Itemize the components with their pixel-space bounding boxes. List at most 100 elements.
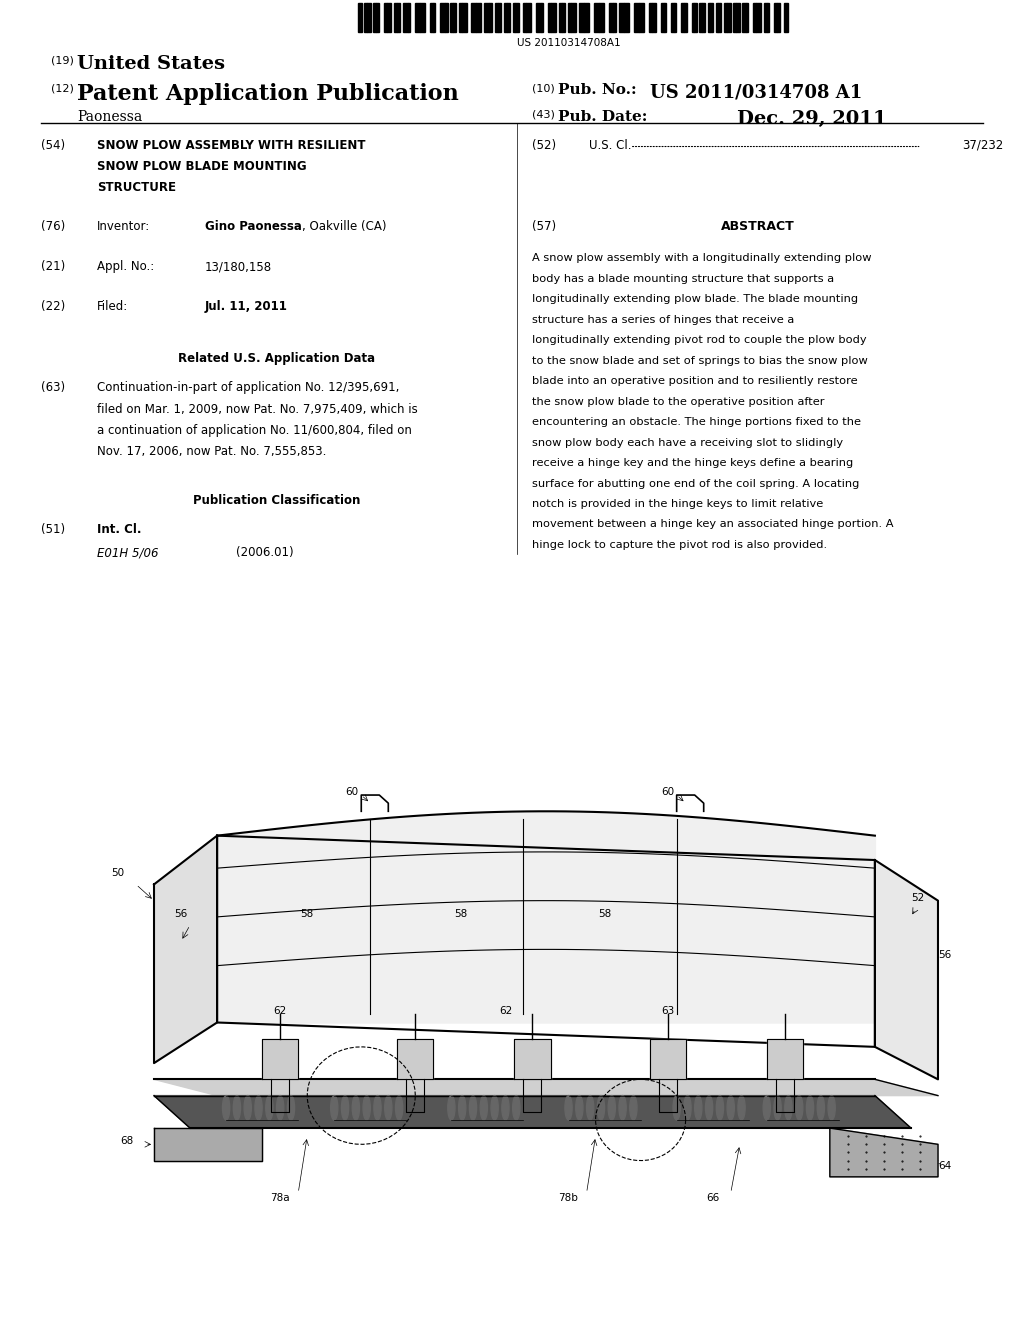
- Text: Appl. No.:: Appl. No.:: [97, 260, 155, 273]
- Ellipse shape: [587, 1096, 594, 1119]
- Text: encountering an obstacle. The hinge portions fixed to the: encountering an obstacle. The hinge port…: [532, 417, 861, 428]
- Bar: [594, 3, 599, 32]
- Text: 56: 56: [174, 909, 187, 919]
- Polygon shape: [154, 1096, 911, 1129]
- Text: (51): (51): [41, 523, 66, 536]
- Bar: [374, 3, 376, 32]
- Bar: [420, 3, 425, 32]
- Bar: [559, 3, 562, 32]
- Bar: [526, 3, 530, 32]
- Bar: [484, 3, 488, 32]
- Bar: [551, 3, 556, 32]
- Ellipse shape: [828, 1096, 836, 1119]
- Text: (52): (52): [532, 139, 557, 152]
- Text: 60: 60: [346, 787, 358, 797]
- Ellipse shape: [727, 1096, 734, 1119]
- Ellipse shape: [796, 1096, 803, 1119]
- Text: Dec. 29, 2011: Dec. 29, 2011: [737, 110, 887, 128]
- Text: blade into an operative position and to resiliently restore: blade into an operative position and to …: [532, 376, 858, 387]
- Ellipse shape: [738, 1096, 745, 1119]
- Bar: [408, 3, 411, 32]
- Text: 60: 60: [662, 787, 674, 797]
- Bar: [358, 3, 361, 32]
- Text: US 2011/0314708 A1: US 2011/0314708 A1: [650, 83, 862, 102]
- Text: E01H 5/06: E01H 5/06: [97, 546, 159, 560]
- Bar: [708, 3, 710, 32]
- Ellipse shape: [447, 1096, 455, 1119]
- Bar: [445, 3, 447, 32]
- Bar: [548, 3, 551, 32]
- Bar: [777, 3, 780, 32]
- Text: SNOW PLOW BLADE MOUNTING: SNOW PLOW BLADE MOUNTING: [97, 160, 307, 173]
- Text: US 20110314708A1: US 20110314708A1: [516, 38, 621, 49]
- Polygon shape: [397, 1039, 433, 1080]
- Bar: [536, 3, 541, 32]
- Ellipse shape: [817, 1096, 824, 1119]
- Bar: [579, 3, 584, 32]
- Bar: [433, 3, 435, 32]
- Bar: [599, 3, 603, 32]
- Bar: [365, 3, 368, 32]
- Text: 50: 50: [112, 869, 125, 878]
- Bar: [568, 3, 571, 32]
- Text: 62: 62: [499, 1006, 512, 1016]
- Ellipse shape: [385, 1096, 392, 1119]
- Ellipse shape: [266, 1096, 273, 1119]
- Ellipse shape: [276, 1096, 284, 1119]
- Bar: [639, 3, 644, 32]
- Ellipse shape: [694, 1096, 701, 1119]
- Bar: [496, 3, 498, 32]
- Bar: [757, 3, 761, 32]
- Ellipse shape: [469, 1096, 476, 1119]
- Text: the snow plow blade to the operative position after: the snow plow blade to the operative pos…: [532, 397, 825, 407]
- Polygon shape: [649, 1039, 686, 1080]
- Bar: [488, 3, 493, 32]
- Bar: [664, 3, 667, 32]
- Text: U.S. Cl.: U.S. Cl.: [589, 139, 632, 152]
- Ellipse shape: [288, 1096, 295, 1119]
- Bar: [764, 3, 767, 32]
- Bar: [471, 3, 475, 32]
- Bar: [513, 3, 515, 32]
- Text: Related U.S. Application Data: Related U.S. Application Data: [178, 352, 375, 366]
- Bar: [625, 3, 629, 32]
- Polygon shape: [154, 1080, 938, 1096]
- Ellipse shape: [630, 1096, 637, 1119]
- Bar: [684, 3, 687, 32]
- Text: 62: 62: [273, 1006, 287, 1016]
- Text: notch is provided in the hinge keys to limit relative: notch is provided in the hinge keys to l…: [532, 499, 823, 510]
- Bar: [727, 3, 731, 32]
- Text: (22): (22): [41, 300, 66, 313]
- Ellipse shape: [565, 1096, 572, 1119]
- Text: (63): (63): [41, 381, 66, 395]
- Bar: [733, 3, 736, 32]
- Bar: [394, 3, 397, 32]
- Bar: [387, 3, 390, 32]
- Bar: [692, 3, 694, 32]
- Bar: [634, 3, 639, 32]
- Text: 52: 52: [911, 892, 925, 903]
- Bar: [376, 3, 379, 32]
- Polygon shape: [154, 1129, 262, 1160]
- Bar: [681, 3, 684, 32]
- Text: structure has a series of hinges that receive a: structure has a series of hinges that re…: [532, 315, 795, 325]
- Text: , Oakville (CA): , Oakville (CA): [302, 220, 387, 234]
- Text: B: B: [376, 1080, 383, 1089]
- Text: Nov. 17, 2006, now Pat. No. 7,555,853.: Nov. 17, 2006, now Pat. No. 7,555,853.: [97, 445, 327, 458]
- Bar: [430, 3, 433, 32]
- Bar: [498, 3, 501, 32]
- Polygon shape: [767, 1039, 803, 1080]
- Ellipse shape: [492, 1096, 499, 1119]
- Ellipse shape: [763, 1096, 770, 1119]
- Bar: [694, 3, 697, 32]
- Ellipse shape: [255, 1096, 262, 1119]
- Text: United States: United States: [77, 55, 225, 74]
- Ellipse shape: [618, 1096, 627, 1119]
- Polygon shape: [829, 1129, 938, 1177]
- Bar: [459, 3, 463, 32]
- Text: Int. Cl.: Int. Cl.: [97, 523, 141, 536]
- Bar: [660, 3, 664, 32]
- Bar: [463, 3, 467, 32]
- Text: SNOW PLOW ASSEMBLY WITH RESILIENT: SNOW PLOW ASSEMBLY WITH RESILIENT: [97, 139, 366, 152]
- Ellipse shape: [233, 1096, 241, 1119]
